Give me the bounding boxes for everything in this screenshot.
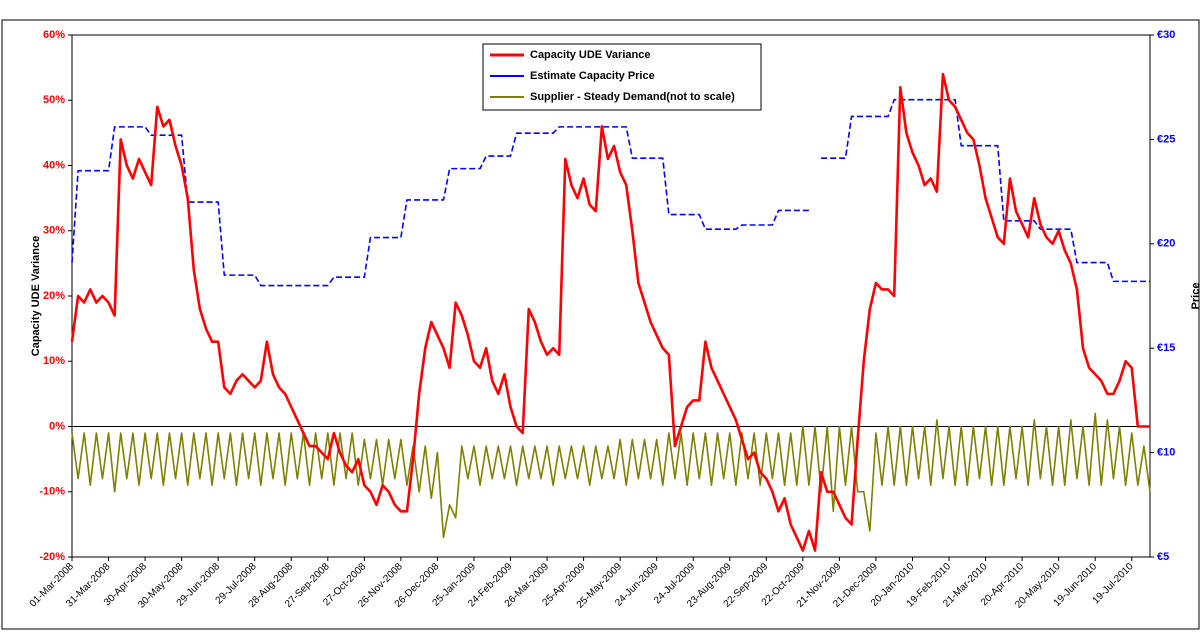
y-axis-title: Capacity UDE Variance <box>30 236 42 356</box>
series-line <box>71 98 1150 287</box>
legend-label: Capacity UDE Variance <box>530 49 650 61</box>
y2-tick-label: €5 <box>1157 551 1169 563</box>
y-tick-label: -20% <box>39 551 65 563</box>
series-line <box>70 72 1150 552</box>
y-tick-label: 20% <box>43 290 65 302</box>
y-tick-label: 0% <box>49 420 65 432</box>
y2-tick-label: €20 <box>1157 238 1175 250</box>
y2-tick-label: €15 <box>1157 342 1175 354</box>
y-tick-label: 40% <box>43 159 65 171</box>
legend-label: Supplier - Steady Demand(not to scale) <box>530 91 735 103</box>
y-tick-label: 30% <box>43 225 65 237</box>
y-tick-label: 50% <box>43 94 65 106</box>
y2-tick-label: €10 <box>1157 447 1175 459</box>
series-line <box>71 412 1151 539</box>
y2-axis-title: Price <box>1190 283 1202 310</box>
y-tick-label: 60% <box>43 29 65 41</box>
legend-label: Estimate Capacity Price <box>530 70 655 82</box>
y-tick-label: -10% <box>39 486 65 498</box>
legend: Capacity UDE Variance Estimate Capacity P… <box>482 43 762 111</box>
plot-area <box>71 34 1151 558</box>
legend-box <box>482 43 762 111</box>
y2-tick-label: €30 <box>1157 29 1175 41</box>
y-tick-label: 10% <box>43 355 65 367</box>
y2-tick-label: €25 <box>1157 133 1175 145</box>
